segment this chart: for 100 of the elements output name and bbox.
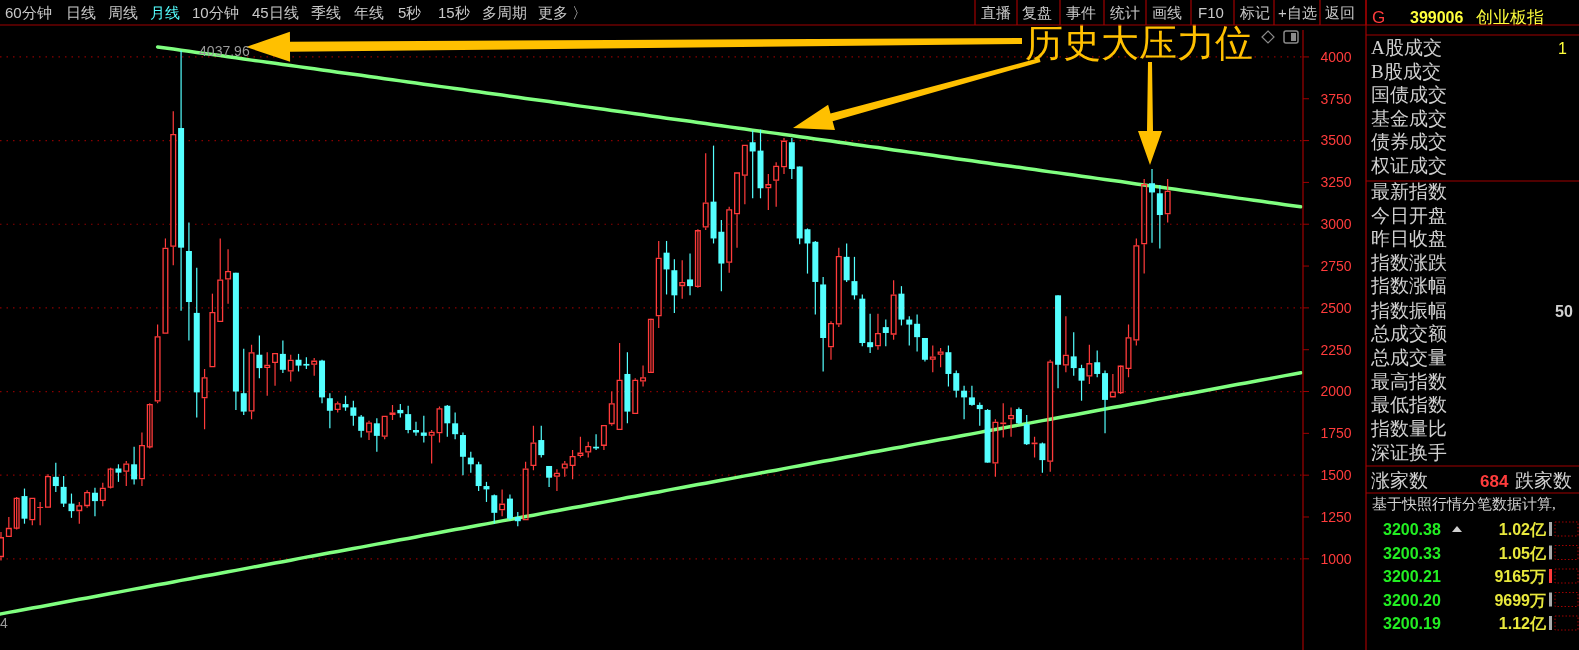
candlestick [1078,364,1085,402]
text: 1.05亿 [1498,544,1547,562]
text: 指数量比 [1370,418,1447,439]
y-tick-label: 1000 [1320,550,1352,567]
candlestick [475,461,482,492]
candlestick [1086,344,1093,385]
candlestick [52,462,59,493]
candlestick [953,370,960,398]
candlestick [373,417,380,453]
text: 指数涨跌 [1370,252,1447,273]
candlestick [1117,365,1124,395]
candlestick [945,344,952,388]
text: 3200.19 [1383,615,1441,632]
y-tick-label: 2500 [1320,299,1352,316]
text: 债券成交 [1371,131,1447,152]
candlestick [483,481,490,503]
y-tick-label: 2000 [1320,383,1352,400]
text: 年线 [354,4,384,21]
text: 5秒 [398,4,422,21]
line-series [0,371,1303,616]
y-tick-label: 3000 [1320,216,1352,233]
text: 多周期 [482,4,527,21]
candlestick [60,475,67,508]
candlestick [162,237,169,334]
text: +自选 [1278,4,1317,21]
text: 1.12亿 [1498,615,1547,632]
text: 9699万 [1494,591,1546,609]
candlestick [655,240,662,329]
candlestick [1023,414,1030,446]
candlestick [279,339,286,374]
candlestick [1039,441,1046,474]
text: 指数涨幅 [1370,275,1447,296]
annotation: 历史大压力位 [1025,22,1253,64]
y-tick-label: 1250 [1320,508,1352,525]
candlestick [647,318,654,374]
candlestick [968,385,975,407]
candlestick [961,385,968,420]
text: 涨家数 [1371,470,1428,491]
text: 684 [1480,472,1509,491]
y-tick-label: 2750 [1320,257,1352,274]
candlestick [538,425,545,459]
text: 标记 [1239,4,1270,21]
y-tick-label: 3500 [1320,132,1352,149]
text: 返回 [1325,4,1355,21]
candlestick [326,392,333,429]
text: 1.02亿 [1498,521,1547,538]
candlestick [640,365,647,388]
text: 60分钟 [5,4,52,21]
text: 深证换手 [1371,442,1447,463]
text: 1 [1558,40,1567,57]
candlestick [37,501,44,526]
text: 最新指数 [1371,181,1447,202]
candlestick [412,421,419,437]
candlestick [976,401,983,427]
candlestick [1070,331,1077,377]
candlestick [1062,315,1069,373]
text: 3200.38 [1383,521,1441,538]
text: 10分钟 [192,4,239,21]
candlestick [350,400,357,427]
text: 国债成交 [1371,84,1447,105]
candlestick [13,496,20,531]
candlestick [358,414,365,439]
text: 统计 [1110,4,1140,21]
candlestick [420,415,427,444]
text: 复盘 [1022,4,1052,21]
text: 指数振幅 [1370,300,1447,321]
candlestick [702,152,709,231]
candlestick [632,377,639,415]
candlestick [506,493,513,521]
text: 昨日收盘 [1371,228,1447,249]
text: 3200.33 [1383,544,1441,562]
text: 月线 [150,4,180,21]
text: 3200.20 [1383,591,1441,609]
candlestick [256,334,263,379]
text: 日线 [66,4,96,21]
candlestick [131,446,138,485]
text: 跌家数 [1515,470,1572,491]
text: 399006 [1410,9,1464,26]
candlestick [867,313,874,354]
candlestick [663,240,670,296]
candlestick [444,404,451,438]
text: 基于快照行情分笔数据计算, [1372,496,1556,512]
text: 画线 [1152,4,1182,21]
y-tick-label: 3750 [1320,90,1352,107]
y-tick-label: 3250 [1320,174,1352,191]
y-tick-label: 1500 [1320,467,1352,484]
candlestick [201,368,208,430]
text: 创业板指 [1476,8,1544,27]
candlestick [882,318,889,347]
y-tick-label: 2250 [1320,341,1352,358]
candlestick [687,252,694,296]
candlestick [929,344,936,373]
candlestick [68,492,75,519]
candlestick [217,237,224,323]
candlestick [749,129,756,199]
candlestick [240,348,247,416]
candlestick [530,425,537,471]
candlestick [1000,402,1007,439]
candlestick [1164,178,1171,224]
candlestick [491,493,498,525]
